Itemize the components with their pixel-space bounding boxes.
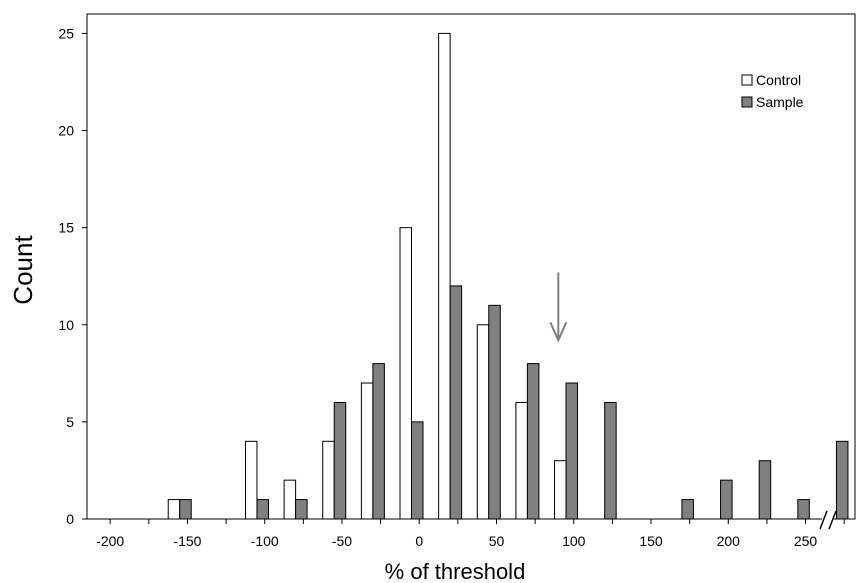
bar-sample-245 xyxy=(797,499,810,520)
x-tick-label--200: -200 xyxy=(96,533,124,549)
x-tick-label-100: 100 xyxy=(562,533,586,549)
axis-break-mark xyxy=(828,510,837,530)
bar-control--155 xyxy=(167,499,181,520)
plot-area xyxy=(86,13,856,520)
bar-sample-220 xyxy=(758,460,772,520)
bar-sample--155 xyxy=(179,499,192,520)
x-tick-label--150: -150 xyxy=(173,533,201,549)
bar-sample--5 xyxy=(411,421,424,520)
bar-sample--80 xyxy=(295,499,308,520)
bar-control-95 xyxy=(554,460,567,520)
x-tick-label-200: 200 xyxy=(717,533,741,549)
y-tick-label-20: 20 xyxy=(58,123,74,139)
axis-break-gap xyxy=(822,516,835,523)
bar-control--5 xyxy=(399,227,413,520)
legend: Control Sample xyxy=(737,67,813,113)
plot-frame xyxy=(86,13,856,520)
bar-sample--30 xyxy=(372,363,385,520)
x-tick-label--50: -50 xyxy=(332,533,352,549)
y-tick-label-15: 15 xyxy=(58,220,74,236)
bar-sample-95 xyxy=(565,382,579,520)
x-tick-label-150: 150 xyxy=(639,533,663,549)
bar-control-20 xyxy=(438,32,451,520)
x-tick-label-250: 250 xyxy=(794,533,818,549)
bar-sample--55 xyxy=(333,401,347,520)
legend-label-control: Control xyxy=(756,72,801,88)
x-axis-title: % of threshold xyxy=(385,559,526,583)
legend-label-sample: Sample xyxy=(756,94,804,110)
bar-sample-170 xyxy=(681,499,694,520)
x-tick-label-50: 50 xyxy=(489,533,505,549)
bar-control-45 xyxy=(476,324,490,520)
y-tick-label-5: 5 xyxy=(66,414,74,430)
y-tick-label-10: 10 xyxy=(58,317,74,333)
x-tick-label-0: 0 xyxy=(415,533,423,549)
bar-control--80 xyxy=(283,479,297,520)
bar-control--105 xyxy=(244,440,258,520)
y-tick-label-0: 0 xyxy=(66,511,74,527)
legend-swatch-sample xyxy=(741,96,753,108)
bar-control--55 xyxy=(322,440,335,520)
bar-sample--105 xyxy=(256,499,269,520)
bar-control-70 xyxy=(515,401,528,520)
bar-control--30 xyxy=(360,382,374,520)
bar-sample-20 xyxy=(449,285,463,520)
y-tick-label-25: 25 xyxy=(58,25,74,41)
axes: 0 5 10 15 20 25 -200 -150 -100 -50 0 50 100 150 200 250 xyxy=(58,25,845,549)
annotations xyxy=(549,272,837,530)
bar-sample-45 xyxy=(488,304,501,520)
bars xyxy=(167,32,849,520)
arrow-head xyxy=(549,321,568,343)
legend-swatch-control xyxy=(741,74,753,86)
bar-sample-70 xyxy=(526,363,540,520)
x-tick-label--100: -100 xyxy=(251,533,279,549)
y-axis-title: Count xyxy=(8,235,38,305)
bar-sample-195 xyxy=(720,479,733,520)
bar-sample-270 xyxy=(835,440,849,520)
bar-sample-120 xyxy=(604,401,617,520)
axis-break-mark xyxy=(819,510,828,530)
